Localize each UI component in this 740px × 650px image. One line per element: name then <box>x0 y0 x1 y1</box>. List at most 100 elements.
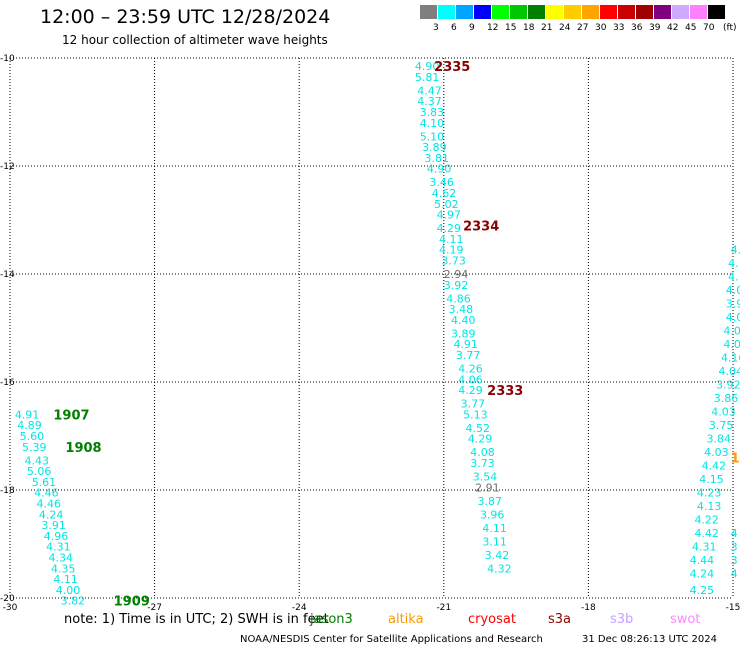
color-scale-label: 39 <box>649 23 661 33</box>
wave-height-value: 4.16 <box>721 352 740 365</box>
wave-height-value: 4.06 <box>458 373 483 386</box>
wave-height-value: 4. <box>728 257 739 270</box>
wave-height-value: 5.13 <box>463 408 488 421</box>
wave-height-value: 4.03 <box>704 446 729 459</box>
y-tick-label: -14 <box>0 270 15 280</box>
axis-tick-labels: -30 -27 -24 -21 -18 -15 -10 -12 -14 -16 -18 -20 <box>0 54 740 612</box>
wave-height-value: 4.29 <box>437 222 462 235</box>
color-swatch <box>546 5 563 19</box>
color-swatch <box>654 5 671 19</box>
wave-height-value: 3.11 <box>482 535 507 548</box>
pass-time-label: 1909 <box>114 595 150 610</box>
wave-height-value: 3.86 <box>714 392 739 405</box>
wave-height-value: 4.22 <box>694 514 719 527</box>
wave-height-value: 4.11 <box>53 573 78 586</box>
wave-height-value: 4.13 <box>697 500 722 513</box>
wave-height-value: 4.08 <box>726 311 740 324</box>
color-scale-unit: (ft) <box>723 23 737 33</box>
pass-time-label: 1907 <box>53 408 89 423</box>
wave-height-value: 4.46 <box>34 487 59 500</box>
wave-height-value: 3.42 <box>485 549 510 562</box>
color-swatch <box>708 5 725 19</box>
pass-time-label: 1908 <box>65 441 101 456</box>
grid-lines <box>9 57 734 599</box>
wave-height-value: 4.29 <box>468 433 493 446</box>
color-scale-label: 27 <box>577 23 589 33</box>
wave-height-value: 4.04 <box>719 365 740 378</box>
wave-height-value: 3.92 <box>716 379 740 392</box>
wave-height-value: 4.04 <box>723 325 740 338</box>
wave-height-value: 4.31 <box>46 541 71 554</box>
wave-height-value: 3.9 <box>726 298 740 311</box>
wave-height-value: 3.84 <box>706 433 731 446</box>
wave-height-value: 2.91 <box>475 481 500 494</box>
wave-height-value: 5.10 <box>420 130 445 143</box>
wave-height-value: 4.34 <box>49 552 73 565</box>
wave-height-value: 4.40 <box>451 314 476 327</box>
wave-height-value: 4.35 <box>51 562 76 575</box>
wave-height-value: 4.08 <box>470 446 495 459</box>
wave-height-value: 4.52 <box>465 422 490 435</box>
wave-height-value: 4.42 <box>702 460 727 473</box>
wave-height-value: 4 <box>731 527 738 540</box>
color-swatch <box>456 5 473 19</box>
color-scale-label: 30 <box>595 23 607 33</box>
wave-height-value: 3.81 <box>425 152 450 165</box>
wave-height-value: 4.96 <box>44 530 69 543</box>
y-tick-label: -10 <box>0 54 15 64</box>
wave-height-value: 4.42 <box>694 527 719 540</box>
wave-height-value: 3.89 <box>451 327 476 340</box>
color-swatch <box>492 5 509 19</box>
color-scale-label: 18 <box>523 23 535 33</box>
color-scale-label: 24 <box>559 23 571 33</box>
color-swatch <box>600 5 617 19</box>
color-swatch <box>690 5 707 19</box>
wave-height-plot: -30 -27 -24 -21 -18 -15 -10 -12 -14 -16 -18 -20 4.9… <box>0 54 740 612</box>
color-swatch <box>564 5 581 19</box>
y-tick-label: -16 <box>0 378 15 388</box>
y-tick-label: -18 <box>0 486 15 496</box>
wave-height-value: 3.46 <box>429 176 454 189</box>
wave-height-value: 3.83 <box>420 106 445 119</box>
x-tick-label: -21 <box>436 603 451 612</box>
wave-height-value: 4.00 <box>56 584 81 597</box>
wave-height-value: 3.48 <box>449 303 474 316</box>
wave-height-value: 4.46 <box>37 498 62 511</box>
wave-height-value: 3.54 <box>473 471 498 484</box>
wave-height-value: 4 <box>731 568 738 581</box>
color-swatch <box>420 5 437 19</box>
wave-height-value: 4.31 <box>692 541 717 554</box>
wave-height-value: 4.03 <box>711 406 736 419</box>
x-tick-label: -27 <box>147 603 162 612</box>
satellite-legend-item: jason3 <box>310 612 353 627</box>
x-tick-label: -30 <box>3 603 18 612</box>
wave-height-value: 4.91 <box>453 338 478 351</box>
wave-height-value: 3.96 <box>480 508 505 521</box>
footer-note: note: 1) Time is in UTC; 2) SWH is in fe… <box>64 612 329 627</box>
wave-height-value: 4.37 <box>417 95 442 108</box>
wave-height-value: 4. <box>728 271 739 284</box>
wave-height-value: 4.15 <box>699 473 724 486</box>
satellite-legend-item: s3b <box>610 612 634 627</box>
color-scale-label: 36 <box>631 23 643 33</box>
color-scale-label: 6 <box>451 23 457 33</box>
pass-time-label: 2334 <box>463 219 499 234</box>
color-swatch <box>528 5 545 19</box>
color-scale-label: 70 <box>703 23 715 33</box>
chart-subtitle: 12 hour collection of altimeter wave hei… <box>62 33 328 47</box>
color-swatch <box>618 5 635 19</box>
color-scale-label: 12 <box>487 23 499 33</box>
wave-height-value: 3.73 <box>470 457 495 470</box>
wave-height-value: 4. <box>731 244 740 257</box>
wave-height-value: 4.97 <box>437 209 462 222</box>
color-scale-label: 15 <box>505 23 517 33</box>
wave-height-value: 4.24 <box>690 568 715 581</box>
color-scale-label: 33 <box>613 23 625 33</box>
pass-time-label: 2335 <box>434 60 470 75</box>
wave-height-value: 4.43 <box>24 454 49 467</box>
wave-height-value: 5.02 <box>434 198 459 211</box>
wave-height-value: 4.23 <box>697 487 722 500</box>
wave-height-value: 3 <box>731 554 738 567</box>
wave-height-value: 3.92 <box>444 279 469 292</box>
color-swatch <box>672 5 689 19</box>
